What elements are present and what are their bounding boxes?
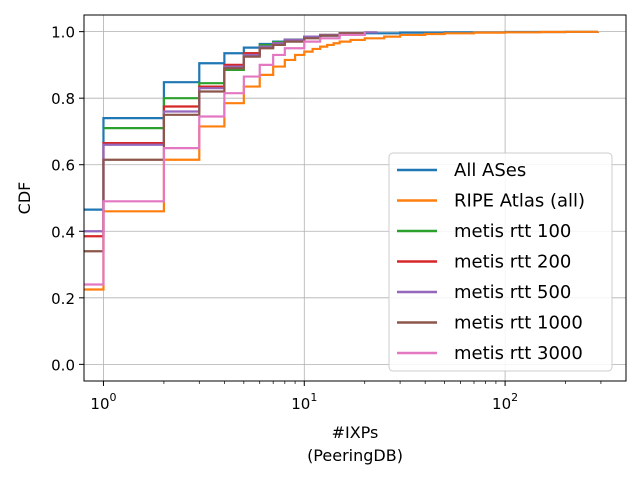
x-tick-exponent: 0 xyxy=(110,391,117,404)
legend-label: metis rtt 200 xyxy=(454,252,571,273)
y-tick-label: 0.2 xyxy=(51,290,75,308)
x-tick-base: 10 xyxy=(90,395,109,413)
series-line xyxy=(84,31,366,286)
series-group xyxy=(84,30,600,291)
legend: All ASes RIPE Atlas (all) metis rtt 100 met… xyxy=(388,152,613,372)
legend-label: metis rtt 500 xyxy=(454,282,571,303)
y-tick-label: 1.0 xyxy=(51,24,75,42)
legend-label: All ASes xyxy=(454,160,526,181)
plot-frame xyxy=(83,14,627,382)
x-tick-base: 10 xyxy=(492,395,511,413)
x-tick-base: 10 xyxy=(291,395,310,413)
x-axis-sublabel: (PeeringDB) xyxy=(307,446,403,465)
y-axis-label: CDF xyxy=(15,182,34,215)
x-tick-exponent: 1 xyxy=(310,391,317,404)
y-tick-label: 0.8 xyxy=(51,90,75,108)
x-tick-label: 102 xyxy=(492,391,518,413)
legend-label: metis rtt 3000 xyxy=(454,343,583,364)
x-axis-label: #IXPs xyxy=(332,423,379,442)
series-line xyxy=(84,31,366,253)
legend-label: metis rtt 1000 xyxy=(454,313,583,334)
y-tick-label: 0.4 xyxy=(51,223,75,241)
x-tick-label: 101 xyxy=(291,391,317,413)
series-line xyxy=(84,30,600,291)
legend-box xyxy=(388,152,613,372)
x-tick-label: 100 xyxy=(90,391,116,413)
x-tick-exponent: 2 xyxy=(511,391,518,404)
y-tick-label: 0.6 xyxy=(51,157,75,175)
legend-label: RIPE Atlas (all) xyxy=(454,191,585,212)
y-tick-label: 0.0 xyxy=(51,356,75,374)
legend-label: metis rtt 100 xyxy=(454,221,571,242)
